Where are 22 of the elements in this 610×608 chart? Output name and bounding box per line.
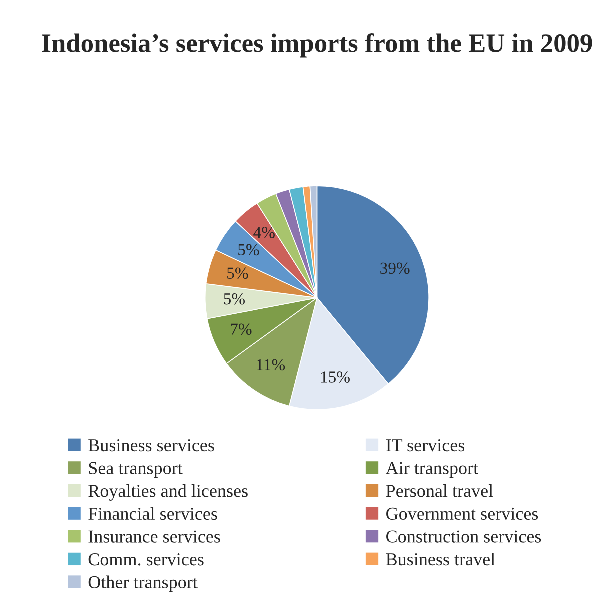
legend-label: Construction services — [386, 530, 542, 543]
chart-title: Indonesia’s services imports from the EU in 2009 — [42, 34, 592, 58]
legend-label: Insurance services — [88, 530, 220, 543]
data-label: 11% — [257, 359, 286, 371]
legend-label: Other transport — [88, 576, 198, 592]
legend-label: Business services — [88, 439, 214, 452]
legend-label: Personal travel — [386, 484, 494, 498]
legend-label: Business travel — [386, 552, 496, 566]
data-label: 15% — [321, 372, 350, 383]
legend-label: Government services — [386, 508, 538, 520]
data-label: 4% — [254, 227, 275, 238]
legend-label: Sea transport — [89, 462, 183, 478]
data-label: 5% — [224, 293, 245, 305]
legend-label: Air transport — [386, 462, 478, 478]
data-label: 5% — [238, 244, 260, 256]
data-label: 7% — [231, 324, 252, 336]
legend-label: Royalties and licenses — [88, 484, 248, 501]
legend-label: Comm. services — [88, 554, 204, 566]
legend-label: IT services — [386, 439, 465, 452]
legend-label: Financial services — [88, 507, 218, 520]
data-label: 39% — [380, 262, 410, 274]
data-label: 5% — [228, 268, 248, 280]
